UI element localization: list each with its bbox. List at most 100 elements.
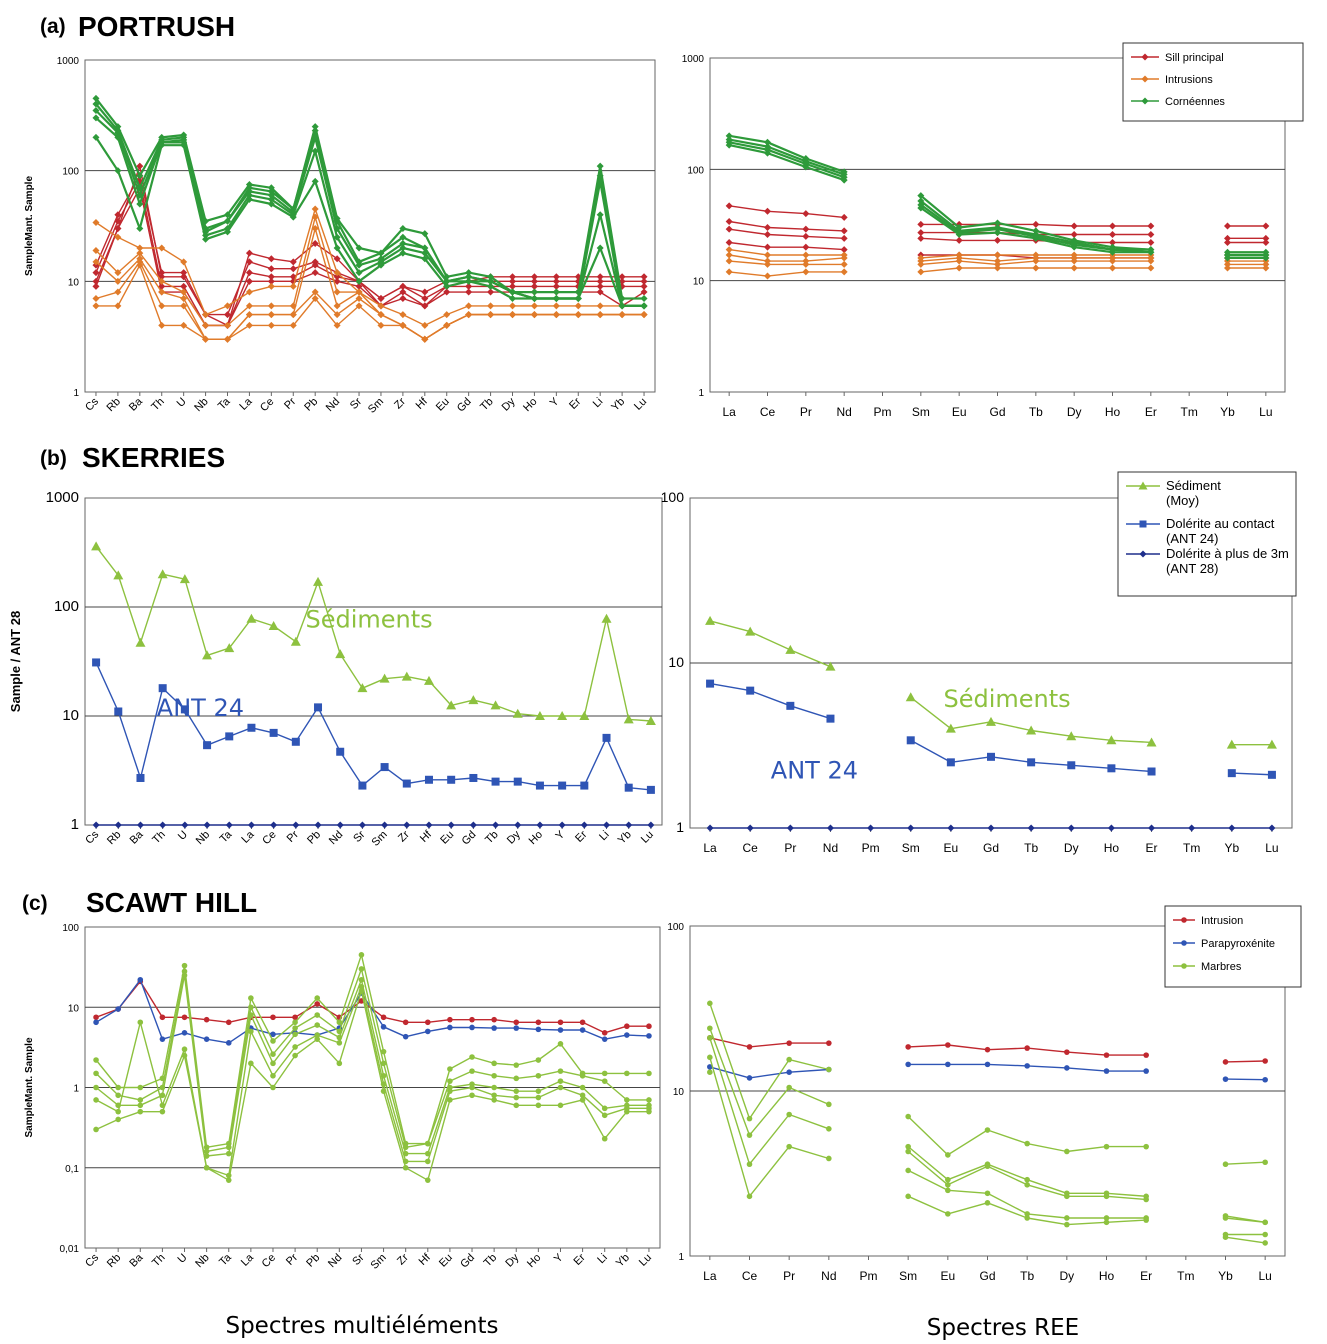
data-point-lime	[379, 673, 390, 683]
data-point-red	[725, 225, 733, 233]
data-point-orange	[574, 302, 582, 310]
data-point-green	[596, 177, 604, 185]
data-point-red	[764, 243, 771, 251]
data-point-navy	[381, 821, 389, 829]
data-point-orange	[158, 321, 166, 329]
data-point-red	[535, 1019, 542, 1026]
data-point-orange	[596, 302, 604, 310]
data-point-red	[646, 1023, 652, 1030]
data-point-navy	[292, 821, 300, 829]
data-point-lime	[1024, 1176, 1030, 1183]
data-point-lime	[1143, 1196, 1149, 1203]
data-point-orange	[552, 311, 560, 319]
data-point-orange	[764, 260, 771, 268]
data-point-lime	[270, 1060, 276, 1067]
x-tick-label: Nd	[327, 829, 345, 847]
y-tick-label: 1	[73, 1084, 79, 1095]
data-point-blue	[746, 686, 755, 695]
x-tick-label: Hf	[414, 395, 431, 412]
data-point-red	[640, 273, 648, 281]
data-point-red	[292, 1014, 298, 1021]
data-point-blue	[491, 777, 500, 786]
data-point-green	[399, 249, 407, 257]
data-point-lime	[986, 716, 996, 726]
data-point-orange	[725, 257, 733, 265]
data-point-green	[311, 123, 319, 131]
data-point-red	[945, 1042, 951, 1048]
series-line-green-2	[95, 103, 644, 307]
data-point-orange	[1109, 257, 1116, 265]
data-point-orange	[333, 311, 341, 319]
data-point-red	[245, 249, 253, 257]
panel-a-letter: (a)	[40, 15, 66, 38]
x-tick-label: Gd	[458, 1252, 477, 1271]
data-point-green	[465, 269, 473, 277]
data-point-orange	[725, 246, 733, 254]
x-tick-label: Er	[1140, 1269, 1152, 1283]
data-point-lime	[1226, 739, 1237, 749]
data-point-orange	[202, 311, 210, 319]
data-point-red	[402, 1019, 409, 1026]
data-point-lime	[826, 1066, 832, 1073]
data-point-red	[552, 273, 560, 281]
data-point-blue	[905, 1061, 911, 1068]
data-point-orange	[114, 288, 122, 296]
data-point-lime	[336, 1019, 343, 1026]
data-point-orange	[202, 321, 210, 329]
data-point-blue	[1143, 1068, 1149, 1074]
data-point-red	[640, 282, 648, 290]
data-point-green	[224, 217, 231, 225]
data-point-orange	[1147, 257, 1155, 265]
data-point-blue	[114, 707, 123, 716]
data-point-red	[225, 1019, 232, 1026]
data-point-navy	[826, 824, 834, 832]
data-point-red	[1224, 222, 1231, 230]
data-point-green	[994, 219, 1001, 227]
data-point-green	[509, 288, 516, 296]
data-point-navy	[907, 824, 915, 832]
x-tick-label: U	[176, 829, 190, 843]
data-point-red	[840, 227, 848, 235]
data-point-blue	[557, 1027, 564, 1033]
data-point-navy	[1268, 824, 1276, 832]
data-point-orange	[158, 288, 166, 296]
data-point-green	[399, 239, 407, 247]
y-axis-label: SampleMant. Sample	[24, 1037, 35, 1137]
x-tick-label: Yb	[1218, 1269, 1233, 1283]
data-point-orange	[267, 282, 275, 290]
data-point-green	[311, 147, 319, 155]
y-tick-label: 100	[54, 598, 79, 615]
data-point-red	[509, 273, 516, 281]
data-point-lime	[707, 1054, 713, 1061]
data-point-red	[725, 239, 733, 247]
data-point-lime	[93, 1126, 99, 1133]
data-point-red	[114, 211, 122, 219]
x-tick-label: Ba	[127, 1251, 146, 1270]
data-point-lime	[270, 1051, 276, 1057]
x-tick-label: Nb	[194, 829, 212, 847]
data-point-blue	[447, 775, 456, 784]
x-tick-label: Gd	[455, 396, 474, 415]
data-point-red	[579, 1019, 586, 1026]
data-point-lime	[358, 966, 365, 972]
data-point-green	[92, 100, 100, 108]
data-point-blue	[601, 1036, 608, 1042]
series-line-lime-1	[709, 1003, 1266, 1165]
data-point-lime	[137, 1019, 144, 1026]
data-point-blue	[646, 1033, 652, 1039]
data-point-blue	[746, 1075, 753, 1081]
data-point-green	[267, 195, 275, 203]
data-point-navy	[136, 821, 144, 829]
data-point-red	[840, 246, 848, 254]
data-point-lime	[491, 1060, 497, 1067]
data-point-lime	[490, 700, 501, 710]
x-tick-label: Th	[150, 829, 168, 847]
data-point-green	[1032, 227, 1040, 235]
data-point-red	[618, 273, 626, 281]
data-point-blue	[786, 701, 795, 710]
x-tick-label: Nb	[193, 1252, 211, 1270]
data-point-green	[180, 141, 188, 149]
x-tick-label: Dy	[503, 1251, 521, 1269]
data-point-lime	[707, 1035, 713, 1041]
